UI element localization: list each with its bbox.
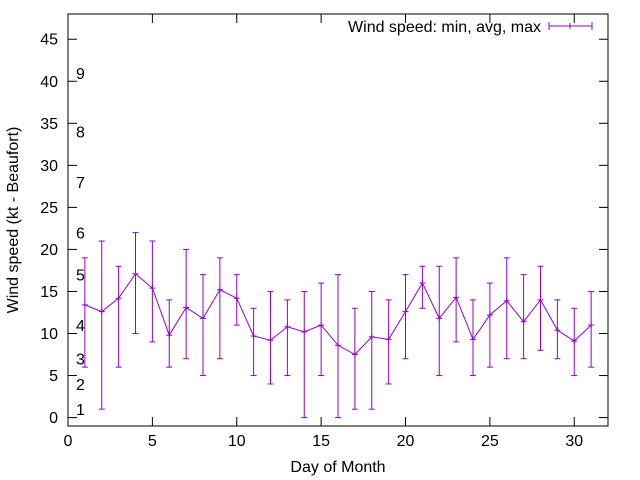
- data-point: [385, 336, 392, 343]
- x-tick-label: 25: [481, 433, 499, 450]
- beaufort-label: 2: [76, 377, 85, 394]
- data-point: [368, 333, 375, 340]
- plot-border: [67, 13, 609, 427]
- data-point: [486, 312, 493, 319]
- y-tick-label: 35: [40, 116, 58, 133]
- y-tick-label: 40: [40, 74, 58, 91]
- data-point: [115, 295, 122, 302]
- y-tick-label: 15: [40, 284, 58, 301]
- beaufort-label: 6: [76, 226, 85, 243]
- beaufort-label: 4: [76, 318, 85, 335]
- data-point: [216, 286, 223, 293]
- x-tick-label: 15: [312, 433, 330, 450]
- data-point: [588, 322, 595, 329]
- x-tick-label: 10: [228, 433, 246, 450]
- data-point: [554, 327, 561, 334]
- y-axis-title: Wind speed (kt - Beaufort): [5, 127, 22, 314]
- data-point: [335, 342, 341, 349]
- data-point: [537, 296, 544, 303]
- beaufort-scale: 1 2 3 4 5 6 7 8 9: [76, 66, 85, 419]
- beaufort-label: 3: [76, 352, 85, 369]
- x-axis-title: Day of Month: [290, 459, 385, 476]
- x-tick-label: 5: [148, 433, 157, 450]
- data-point: [267, 337, 274, 344]
- beaufort-label: 1: [76, 402, 85, 419]
- y-tick-label: 20: [40, 242, 58, 259]
- x-axis: 0 5 10 15 20 25 30: [64, 14, 583, 450]
- series-layer: [81, 232, 595, 419]
- data-point: [81, 301, 88, 308]
- plot-frame: [67, 13, 609, 427]
- data-point: [301, 328, 308, 335]
- data-point: [520, 318, 527, 325]
- data-point: [402, 308, 409, 315]
- x-tick-label: 0: [64, 433, 73, 450]
- data-point: [436, 315, 443, 322]
- beaufort-label: 7: [76, 175, 85, 192]
- y-tick-label: 25: [40, 200, 58, 217]
- data-point: [503, 297, 510, 304]
- data-point: [571, 338, 578, 345]
- data-point: [166, 332, 173, 339]
- y-tick-label: 45: [40, 32, 58, 49]
- x-tick-label: 20: [397, 433, 415, 450]
- beaufort-label: 9: [76, 66, 85, 83]
- y-tick-label: 0: [49, 410, 58, 427]
- data-point: [200, 315, 206, 322]
- data-point: [284, 323, 291, 330]
- y-tick-label: 30: [40, 158, 58, 175]
- data-point: [149, 285, 156, 292]
- y-tick-label: 10: [40, 326, 58, 343]
- data-point: [453, 294, 460, 301]
- data-point: [419, 280, 426, 287]
- legend-label: Wind speed: min, avg, max: [348, 19, 541, 36]
- data-point: [470, 336, 476, 343]
- x-tick-label: 30: [565, 433, 583, 450]
- y-tick-label: 5: [49, 368, 58, 385]
- data-point: [98, 308, 105, 315]
- data-point: [250, 333, 257, 340]
- data-point: [183, 304, 190, 311]
- data-point: [318, 322, 325, 329]
- beaufort-label: 5: [76, 268, 85, 285]
- legend: Wind speed: min, avg, max: [348, 19, 593, 36]
- data-point: [233, 295, 240, 302]
- data-point: [351, 351, 358, 358]
- beaufort-label: 8: [76, 125, 85, 142]
- data-point: [132, 270, 139, 277]
